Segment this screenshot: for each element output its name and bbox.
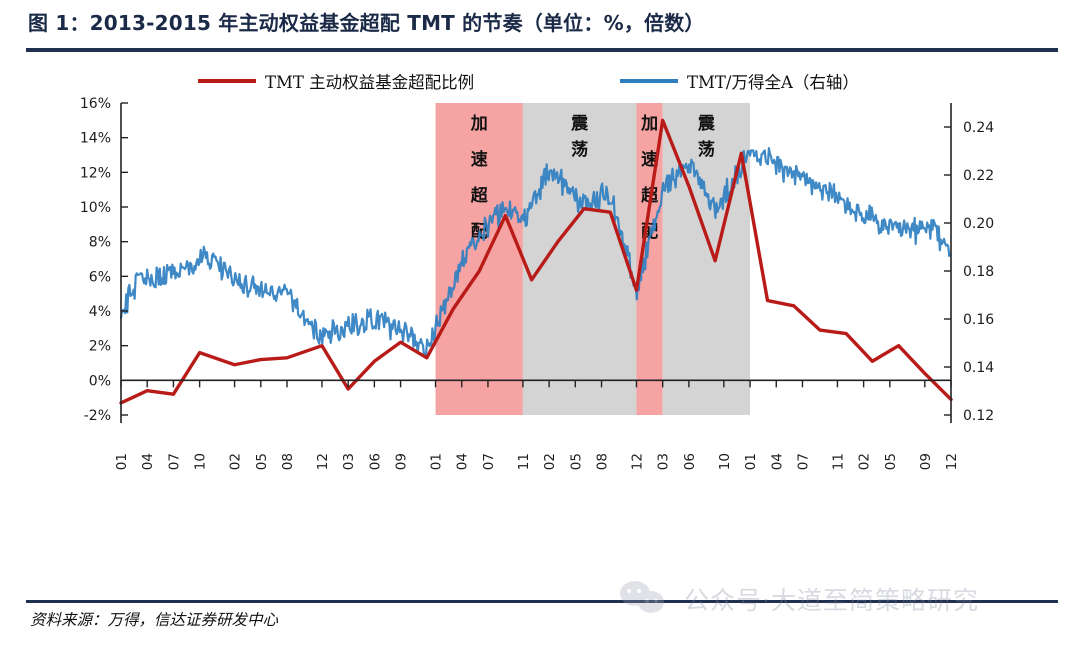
title-divider [26, 48, 1058, 52]
y-tick-label-left: 4% [89, 304, 111, 320]
y-tick-label-left: 6% [89, 269, 111, 285]
x-tick-label: 2016/07 [796, 453, 812, 470]
svg-text:加: 加 [640, 114, 658, 134]
x-tick-label: 2012/09 [394, 453, 410, 470]
legend-swatch-red [198, 79, 256, 83]
x-tick-label: 2013/11 [516, 453, 532, 470]
y-tick-label-left: -2% [84, 408, 111, 424]
y-tick-label-right: 0.22 [963, 168, 994, 184]
x-tick-label: 2014/05 [568, 453, 584, 470]
x-tick-label: 2016/01 [743, 453, 759, 470]
y-tick-label-left: 12% [80, 165, 111, 181]
x-tick-label: 2011/05 [254, 453, 270, 470]
x-tick-label: 2015/10 [717, 453, 733, 470]
footer-divider [26, 600, 1058, 603]
x-tick-label: 2017/12 [944, 453, 960, 470]
chart-canvas: 加速超配震荡加速超配震荡16%14%12%10%8%6%4%2%0%-2%0.2… [80, 96, 994, 470]
x-tick-label: 2014/02 [542, 453, 558, 470]
legend-item-tmt-ratio: TMT/万得全A（右轴） [620, 68, 859, 94]
svg-text:荡: 荡 [698, 140, 715, 160]
y-tick-label-left: 8% [89, 235, 111, 251]
x-tick-label: 2012/06 [367, 453, 383, 470]
y-tick-label-left: 2% [89, 339, 111, 355]
svg-text:速: 速 [641, 149, 658, 170]
x-tick-label: 2016/11 [830, 453, 846, 470]
svg-text:震: 震 [570, 114, 589, 134]
annotation-band-0 [435, 103, 523, 415]
x-tick-label: 2011/08 [280, 453, 296, 470]
svg-text:加: 加 [470, 114, 488, 134]
x-tick-label: 2011/02 [228, 453, 244, 470]
x-tick-label: 2015/06 [682, 453, 698, 470]
x-tick-label: 2017/09 [918, 453, 934, 470]
x-tick-label: 2010/04 [140, 453, 156, 470]
x-tick-label: 2017/02 [857, 453, 873, 470]
legend-item-tmt-overweight: TMT 主动权益基金超配比例 [198, 68, 474, 94]
wechat-icon [620, 579, 674, 619]
legend-swatch-blue [620, 79, 678, 83]
x-tick-label: 2010/07 [166, 453, 182, 470]
x-tick-label: 2010/10 [193, 453, 209, 470]
x-tick-label: 2015/03 [656, 453, 672, 470]
y-tick-label-right: 0.12 [963, 408, 994, 424]
svg-text:超: 超 [471, 185, 489, 206]
figure-title: 图 1：2013-2015 年主动权益基金超配 TMT 的节奏（单位：%，倍数） [28, 11, 705, 35]
x-tick-label: 2013/07 [481, 453, 497, 470]
svg-text:荡: 荡 [571, 140, 588, 160]
svg-text:速: 速 [471, 149, 488, 170]
watermark-text: 公众号·大道至简策略研究 [684, 586, 979, 615]
y-tick-label-left: 16% [80, 96, 111, 112]
annotation-band-1 [522, 103, 637, 415]
x-tick-label: 2017/05 [883, 453, 899, 470]
x-tick-label: 2014/12 [630, 453, 646, 470]
y-tick-label-right: 0.24 [963, 120, 994, 136]
source-note: 资料来源：万得，信达证券研发中心 [30, 611, 279, 629]
series-line-tmt-overweight [119, 118, 953, 405]
chart-legend: TMT 主动权益基金超配比例 TMT/万得全A（右轴） [120, 68, 960, 94]
y-tick-label-right: 0.20 [963, 216, 994, 232]
legend-label-blue: TMT/万得全A（右轴） [687, 73, 859, 92]
x-tick-label: 2014/08 [595, 453, 611, 470]
legend-label-red: TMT 主动权益基金超配比例 [265, 73, 475, 92]
watermark: 公众号·大道至简策略研究 [620, 575, 1060, 623]
x-tick-label: 2013/01 [429, 453, 445, 470]
y-tick-label-right: 0.16 [963, 312, 994, 328]
plot-area: 加速超配震荡加速超配震荡 16% 14% 12% 10% 8% 6% 4% 2% 0% -2% 0.2… [0, 90, 1080, 470]
annotation-label-3: 震荡 [697, 114, 716, 160]
x-tick-label: 2016/04 [769, 453, 785, 470]
x-tick-label: 2012/03 [341, 453, 357, 470]
x-tick-label: 2010/01 [114, 453, 130, 470]
y-tick-label-right: 0.18 [963, 264, 994, 280]
x-tick-label: 2011/12 [315, 453, 331, 470]
svg-text:震: 震 [697, 114, 716, 134]
annotation-label-1: 震荡 [570, 114, 589, 160]
y-tick-label-left: 14% [80, 131, 111, 147]
y-tick-label-left: 0% [89, 373, 111, 389]
y-tick-label-right: 0.14 [963, 360, 994, 376]
y-tick-label-left: 10% [80, 200, 111, 216]
x-tick-label: 2013/04 [455, 453, 471, 470]
series-line-tmt-ratio [119, 146, 952, 357]
